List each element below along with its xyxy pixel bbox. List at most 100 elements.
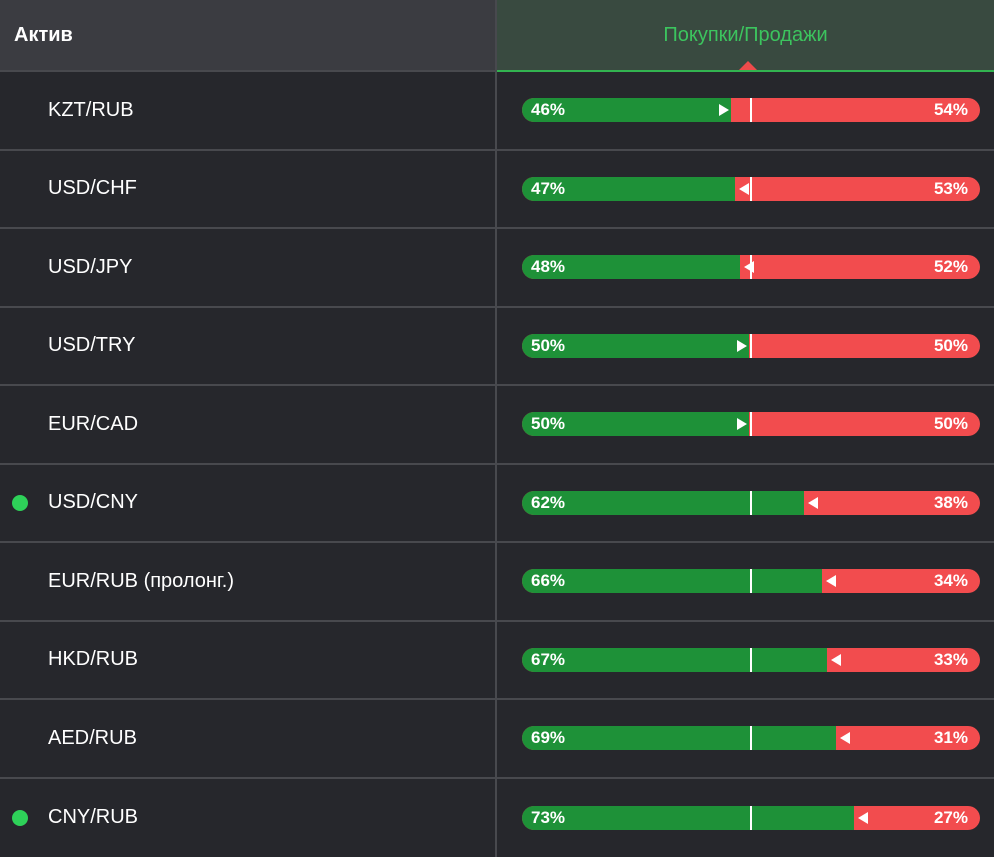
buy-sell-cell: 50% 50% bbox=[497, 308, 994, 385]
asset-cell[interactable]: USD/JPY bbox=[0, 229, 497, 306]
midpoint-marker bbox=[750, 648, 752, 672]
asset-cell[interactable]: EUR/CAD bbox=[0, 386, 497, 463]
sell-percentage: 31% bbox=[934, 726, 968, 750]
arrow-left-icon bbox=[739, 183, 749, 195]
status-dot-icon bbox=[12, 810, 28, 826]
sell-percentage: 50% bbox=[934, 334, 968, 358]
buy-sell-cell: 73%27% bbox=[497, 779, 994, 857]
asset-cell[interactable]: USD/CHF bbox=[0, 151, 497, 228]
arrow-right-icon bbox=[737, 418, 747, 430]
arrow-left-icon bbox=[826, 575, 836, 587]
table-row[interactable]: KZT/RUB 46%54% bbox=[0, 72, 994, 151]
table-header: Актив Покупки/Продажи bbox=[0, 0, 994, 72]
buy-sell-cell: 66% 34% bbox=[497, 543, 994, 620]
sell-percentage: 52% bbox=[934, 255, 968, 279]
buy-sell-bar: 62% 38% bbox=[522, 491, 980, 515]
sell-percentage: 54% bbox=[934, 98, 968, 122]
sell-percentage: 33% bbox=[934, 648, 968, 672]
buy-sell-bar: 73%27% bbox=[522, 806, 980, 830]
asset-cell[interactable]: EUR/RUB (пролонг.) bbox=[0, 543, 497, 620]
buy-sell-bar: 67% 33% bbox=[522, 648, 980, 672]
arrow-left-icon bbox=[858, 812, 868, 824]
table-row[interactable]: HKD/RUB 67% 33% bbox=[0, 622, 994, 701]
buy-sell-cell: 69% 31% bbox=[497, 700, 994, 777]
arrow-left-icon bbox=[831, 654, 841, 666]
asset-name: AED/RUB bbox=[48, 727, 137, 750]
asset-name: CNY/RUB bbox=[48, 806, 138, 829]
buy-percentage: 66% bbox=[531, 569, 565, 593]
asset-name: HKD/RUB bbox=[48, 648, 138, 671]
buy-percentage: 48% bbox=[531, 255, 565, 279]
column-header-buy-sell[interactable]: Покупки/Продажи bbox=[497, 0, 994, 70]
buy-portion bbox=[522, 806, 854, 830]
table-row[interactable]: USD/CNY 62% 38% bbox=[0, 465, 994, 544]
buy-portion bbox=[522, 726, 836, 750]
active-sort-underline bbox=[497, 70, 994, 72]
buy-sell-bar: 50% 50% bbox=[522, 412, 980, 436]
asset-name: USD/CNY bbox=[48, 491, 138, 514]
buy-percentage: 50% bbox=[531, 412, 565, 436]
midpoint-marker bbox=[750, 177, 752, 201]
buy-sell-bar: 47% 53% bbox=[522, 177, 980, 201]
asset-cell[interactable]: KZT/RUB bbox=[0, 72, 497, 149]
asset-name: USD/JPY bbox=[48, 256, 132, 279]
sell-percentage: 53% bbox=[934, 177, 968, 201]
asset-cell[interactable]: USD/CNY bbox=[0, 465, 497, 542]
buy-sell-cell: 62% 38% bbox=[497, 465, 994, 542]
arrow-left-icon bbox=[808, 497, 818, 509]
asset-cell[interactable]: CNY/RUB bbox=[0, 779, 497, 857]
asset-cell[interactable]: USD/TRY bbox=[0, 308, 497, 385]
table-row[interactable]: USD/TRY 50% 50% bbox=[0, 308, 994, 387]
arrow-left-icon bbox=[744, 261, 754, 273]
buy-percentage: 50% bbox=[531, 334, 565, 358]
buy-percentage: 67% bbox=[531, 648, 565, 672]
buy-sell-cell: 46%54% bbox=[497, 72, 994, 149]
asset-name: USD/CHF bbox=[48, 177, 137, 200]
midpoint-marker bbox=[750, 726, 752, 750]
sell-percentage: 27% bbox=[934, 806, 968, 830]
table-row[interactable]: AED/RUB 69% 31% bbox=[0, 700, 994, 779]
midpoint-marker bbox=[750, 569, 752, 593]
buy-sell-cell: 50% 50% bbox=[497, 386, 994, 463]
asset-name: USD/TRY bbox=[48, 334, 135, 357]
status-dot-icon bbox=[12, 495, 28, 511]
table-row[interactable]: EUR/CAD 50% 50% bbox=[0, 386, 994, 465]
arrow-right-icon bbox=[719, 104, 729, 116]
arrow-left-icon bbox=[840, 732, 850, 744]
table-row[interactable]: USD/JPY 48% 52% bbox=[0, 229, 994, 308]
asset-cell[interactable]: HKD/RUB bbox=[0, 622, 497, 699]
buy-sell-bar: 69% 31% bbox=[522, 726, 980, 750]
sell-percentage: 50% bbox=[934, 412, 968, 436]
column-header-asset[interactable]: Актив bbox=[0, 0, 497, 70]
buy-sell-cell: 67% 33% bbox=[497, 622, 994, 699]
arrow-right-icon bbox=[737, 340, 747, 352]
buy-sell-bar: 48% 52% bbox=[522, 255, 980, 279]
asset-name: KZT/RUB bbox=[48, 99, 134, 122]
sell-percentage: 38% bbox=[934, 491, 968, 515]
buy-percentage: 69% bbox=[531, 726, 565, 750]
buy-sell-bar: 46%54% bbox=[522, 98, 980, 122]
midpoint-marker bbox=[750, 334, 752, 358]
midpoint-marker bbox=[750, 491, 752, 515]
table-row[interactable]: EUR/RUB (пролонг.) 66% 34% bbox=[0, 543, 994, 622]
asset-cell[interactable]: AED/RUB bbox=[0, 700, 497, 777]
column-header-buy-sell-label: Покупки/Продажи bbox=[663, 24, 827, 47]
buy-sell-bar: 66% 34% bbox=[522, 569, 980, 593]
buy-percentage: 47% bbox=[531, 177, 565, 201]
buy-percentage: 62% bbox=[531, 491, 565, 515]
buy-sell-cell: 47% 53% bbox=[497, 151, 994, 228]
buy-portion bbox=[522, 648, 827, 672]
buy-sell-cell: 48% 52% bbox=[497, 229, 994, 306]
asset-name: EUR/RUB (пролонг.) bbox=[48, 570, 234, 593]
sort-indicator-icon bbox=[739, 61, 757, 70]
buy-sell-bar: 50% 50% bbox=[522, 334, 980, 358]
table-row[interactable]: USD/CHF 47% 53% bbox=[0, 151, 994, 230]
midpoint-marker bbox=[750, 806, 752, 830]
midpoint-marker bbox=[750, 412, 752, 436]
midpoint-marker bbox=[750, 98, 752, 122]
sell-percentage: 34% bbox=[934, 569, 968, 593]
table-row[interactable]: CNY/RUB 73%27% bbox=[0, 779, 994, 857]
buy-portion bbox=[522, 569, 822, 593]
